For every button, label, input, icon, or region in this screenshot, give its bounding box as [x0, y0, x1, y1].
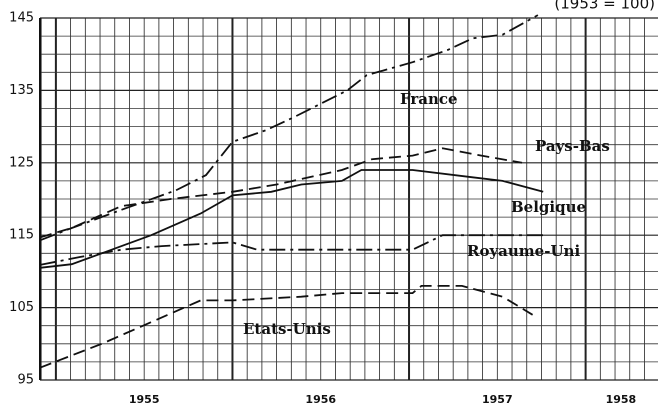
y-tick-label: 115: [9, 228, 34, 243]
series-label: France: [400, 90, 458, 108]
y-tick-label: 95: [17, 373, 34, 388]
y-tick-label: 135: [9, 83, 34, 98]
series-label: Pays-Bas: [535, 137, 610, 155]
y-tick-label: 125: [9, 155, 34, 170]
series-line: [40, 234, 544, 266]
x-tick-label: 1955: [129, 393, 160, 406]
series-line: [40, 147, 523, 239]
annotation: (1953 = 100): [554, 0, 655, 13]
x-tick-label: 1958: [606, 393, 637, 406]
series-label: Belgique: [511, 198, 586, 216]
series-line: [40, 169, 544, 269]
series-line: [40, 284, 534, 369]
series-line: [40, 14, 539, 242]
series-label: Etats-Unis: [243, 320, 331, 338]
y-tick-label: 105: [9, 300, 34, 315]
x-tick-label: 1957: [482, 393, 513, 406]
x-tick-label: 1956: [305, 393, 336, 406]
y-tick-label: 145: [9, 11, 34, 26]
series-label: Royaume-Uni: [467, 242, 580, 260]
